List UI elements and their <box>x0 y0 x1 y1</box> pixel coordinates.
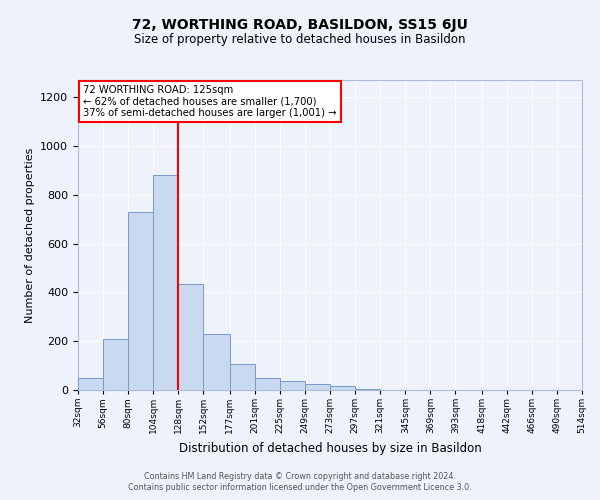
Text: 72 WORTHING ROAD: 125sqm
← 62% of detached houses are smaller (1,700)
37% of sem: 72 WORTHING ROAD: 125sqm ← 62% of detach… <box>83 84 337 118</box>
Bar <box>153 175 178 390</box>
Text: Size of property relative to detached houses in Basildon: Size of property relative to detached ho… <box>134 32 466 46</box>
Bar <box>78 378 103 390</box>
Bar <box>305 384 330 390</box>
X-axis label: Distribution of detached houses by size in Basildon: Distribution of detached houses by size … <box>179 442 481 454</box>
Bar <box>203 334 230 390</box>
Bar <box>230 364 255 390</box>
Bar <box>330 386 355 390</box>
Bar <box>355 389 380 390</box>
Text: Contains HM Land Registry data © Crown copyright and database right 2024.: Contains HM Land Registry data © Crown c… <box>144 472 456 481</box>
Text: 72, WORTHING ROAD, BASILDON, SS15 6JU: 72, WORTHING ROAD, BASILDON, SS15 6JU <box>132 18 468 32</box>
Bar <box>255 378 280 390</box>
Bar <box>128 212 153 390</box>
Y-axis label: Number of detached properties: Number of detached properties <box>25 148 35 322</box>
Bar <box>178 284 203 390</box>
Bar <box>280 380 305 390</box>
Bar <box>103 338 128 390</box>
Text: Contains public sector information licensed under the Open Government Licence 3.: Contains public sector information licen… <box>128 484 472 492</box>
